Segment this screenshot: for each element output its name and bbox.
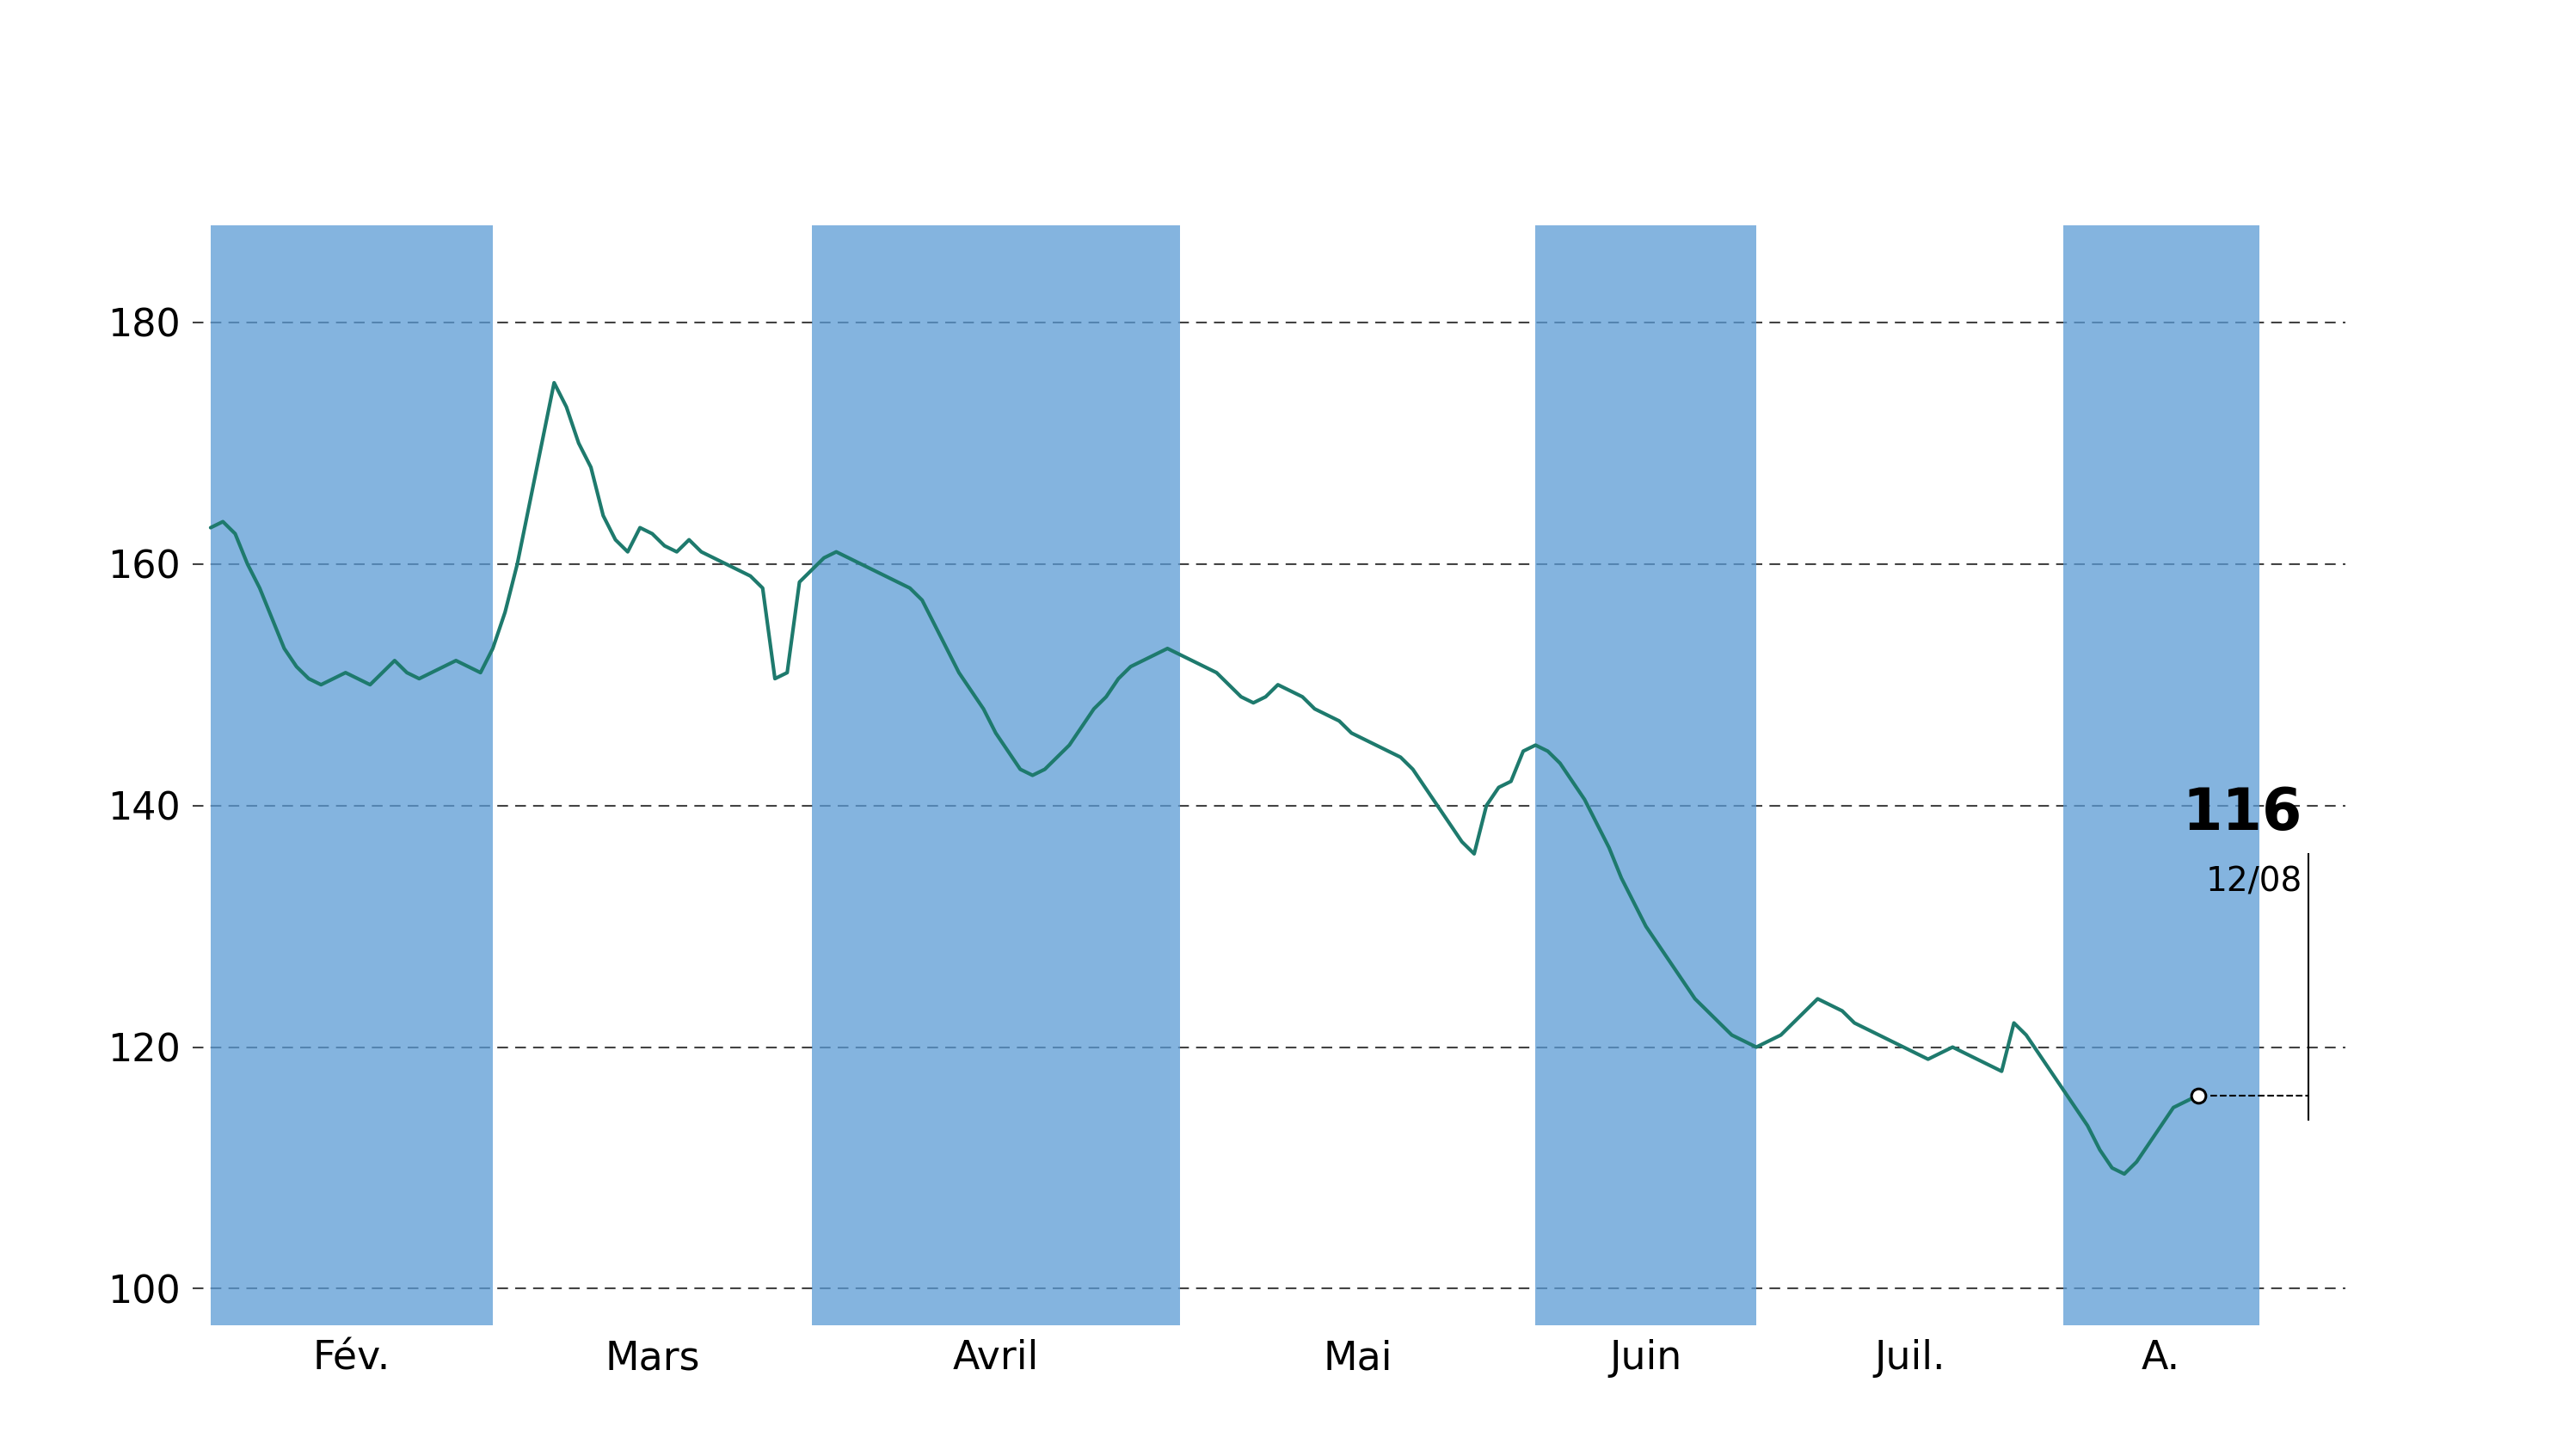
Bar [210,226,492,1325]
Bar [2063,226,2258,1325]
Text: 116: 116 [2181,785,2302,842]
Bar [812,226,1179,1325]
Bar [1535,226,1756,1325]
Text: Secunet Security Networks AG: Secunet Security Networks AG [582,48,1981,127]
Text: 12/08: 12/08 [2207,866,2302,898]
